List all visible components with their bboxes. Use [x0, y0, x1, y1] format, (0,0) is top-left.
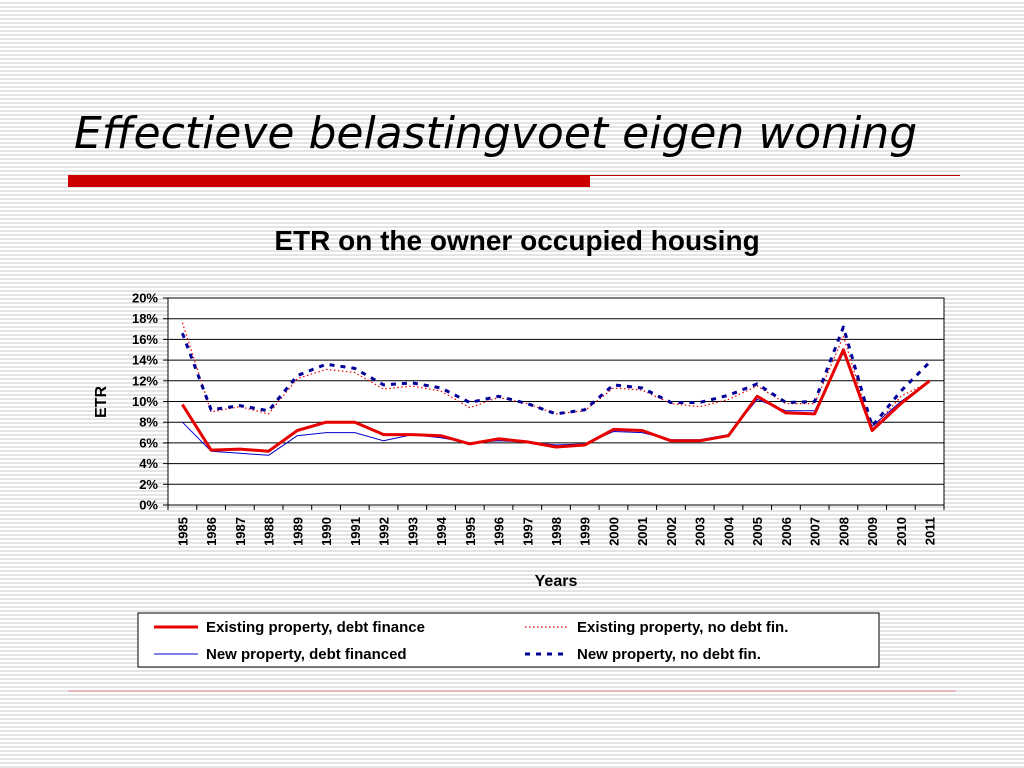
x-tick-label: 2000 [606, 517, 621, 546]
x-tick-label: 1994 [434, 516, 449, 546]
x-tick-label: 1993 [405, 517, 420, 546]
x-tick-label: 2008 [836, 517, 851, 546]
footer-divider [68, 690, 956, 692]
x-tick-label: 1998 [549, 517, 564, 546]
y-tick-label: 12% [132, 373, 158, 388]
legend-label: Existing property, debt finance [206, 619, 425, 636]
x-tick-label: 1989 [290, 517, 305, 546]
legend-label: New property, debt financed [206, 646, 407, 663]
x-tick-label: 1991 [348, 517, 363, 546]
y-tick-label: 20% [132, 291, 158, 306]
x-tick-label: 2002 [664, 517, 679, 546]
x-axis-title: Years [535, 573, 578, 590]
legend-label: New property, no debt fin. [577, 646, 761, 663]
chart-title: ETR on the owner occupied housing [274, 225, 759, 256]
x-tick-label: 1997 [520, 517, 535, 546]
series-line-new-property-debt-financed [182, 352, 930, 456]
x-tick-label: 2009 [865, 517, 880, 546]
x-tick-label: 1988 [262, 517, 277, 546]
y-tick-label: 14% [132, 353, 158, 368]
series-line-new-property-no-debt-fin [180, 325, 931, 428]
y-tick-label: 4% [139, 456, 158, 471]
x-tick-label: 2003 [693, 517, 708, 546]
slide-title: Effectieve belastingvoet eigen woning [74, 108, 918, 159]
y-tick-label: 18% [132, 311, 158, 326]
x-tick-label: 1999 [578, 517, 593, 546]
x-tick-label: 2010 [894, 517, 909, 546]
legend-label: Existing property, no debt fin. [577, 619, 788, 636]
x-tick-label: 1987 [233, 517, 248, 546]
x-tick-label: 1986 [204, 517, 219, 546]
series-line-existing-property-debt-finance [181, 348, 931, 453]
y-tick-label: 2% [139, 477, 158, 492]
y-tick-label: 0% [139, 498, 158, 513]
x-tick-label: 1995 [463, 517, 478, 546]
series-line-existing-property-no-debt-fin [181, 322, 930, 430]
x-tick-label: 2001 [635, 517, 650, 546]
y-axis-title: ETR [93, 386, 110, 418]
chart-legend: Existing property, debt finance Existing … [137, 612, 880, 668]
y-tick-label: 10% [132, 394, 158, 409]
x-tick-label: 1996 [492, 517, 507, 546]
y-tick-label: 16% [132, 332, 158, 347]
x-tick-label: 1992 [377, 517, 392, 546]
x-tick-label: 2004 [721, 516, 736, 546]
x-tick-label: 2006 [779, 517, 794, 546]
legend-box [137, 612, 880, 668]
x-tick-label: 1985 [175, 517, 190, 546]
y-tick-label: 6% [139, 435, 158, 450]
y-tick-label: 8% [139, 415, 158, 430]
x-tick-label: 2007 [808, 517, 823, 546]
x-tick-label: 1990 [319, 517, 334, 546]
x-tick-label: 2005 [750, 517, 765, 546]
x-tick-label: 2011 [923, 517, 938, 545]
title-accent-bar [68, 175, 590, 187]
